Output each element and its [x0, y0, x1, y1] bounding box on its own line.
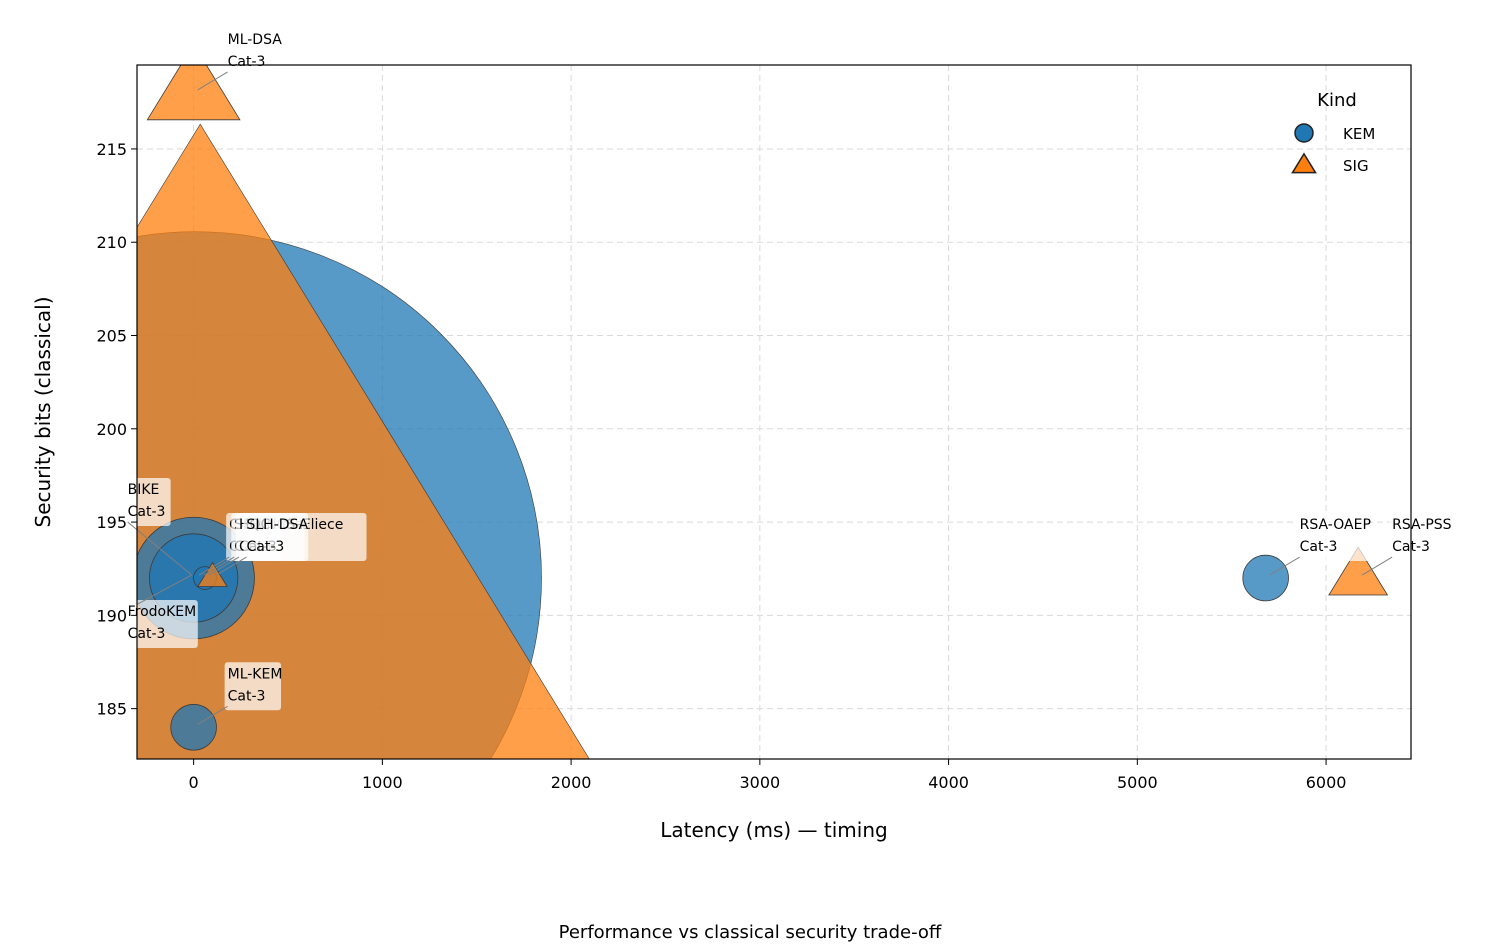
annotation-name: RSA-PSS: [1392, 517, 1452, 533]
data-point-sphincs-: [137, 123, 590, 759]
x-tick-label: 3000: [739, 773, 780, 792]
annotation-leader: [198, 556, 230, 576]
annotation-name: SLH-DSA: [246, 517, 308, 533]
annotation-leader: [197, 71, 228, 91]
y-tick-label: 200: [96, 420, 127, 439]
annotation-category: Cat-3: [128, 626, 166, 642]
legend-marker-sig: [1291, 152, 1317, 174]
x-tick-label: 2000: [551, 773, 592, 792]
plot-frame: [136, 64, 1412, 760]
marks-layer: [137, 65, 1389, 759]
annotation-name: RSA-OAEP: [1300, 517, 1371, 533]
annotation-box: [1296, 513, 1370, 562]
annotation-category: Cat-3: [1300, 539, 1338, 555]
y-tick-label: 190: [96, 606, 127, 625]
annotation-leader: [203, 556, 235, 576]
annotation-category: Cat-3: [128, 504, 166, 520]
annotation-box: [224, 27, 282, 76]
chart-caption: Performance vs classical security trade-…: [559, 922, 942, 943]
annotation-leader: [208, 556, 240, 576]
legend-title: Kind: [1317, 90, 1357, 111]
data-point-rsa-oaep: [1242, 554, 1289, 602]
legend-marker-kem: [1294, 123, 1314, 143]
x-tick-label: 5000: [1117, 773, 1158, 792]
annotation-leader: [127, 521, 192, 576]
annotation-box: [124, 478, 171, 527]
legend: Kind KEM SIG: [1291, 90, 1375, 175]
ticks-layer: 0 1000 2000 3000 4000 5000 6000 185 190 195 200 205…: [96, 140, 1346, 792]
x-axis-label: Latency (ms) — timing: [660, 818, 887, 842]
y-tick-label: 210: [96, 233, 127, 252]
annotation-name: FrodoKEM: [128, 604, 197, 620]
annotation-rsa-oaep: RSA-OAEP Cat-3: [1269, 513, 1371, 576]
data-point-ml-dsa: [146, 65, 241, 121]
annotation-box: [224, 662, 282, 711]
data-point-ml-kem: [170, 704, 217, 751]
annotation-box: [1389, 513, 1454, 562]
annotation-leader: [216, 556, 247, 576]
annotation-name: BIKE: [128, 482, 160, 498]
annotation-leader: [137, 574, 192, 605]
annotation-ml-kem: ML-KEM Cat-3: [197, 662, 283, 725]
y-axis-label: Security bits (classical): [31, 297, 55, 528]
annotation-layer: Classic McElieceCat-3SPHINCS+Cat-3ML-DSA…: [124, 27, 1454, 725]
annotation-ml-dsa: ML-DSA Cat-3: [197, 27, 283, 91]
annotation-leader: [1361, 556, 1393, 576]
annotation-category: Cat-3: [246, 539, 284, 555]
x-tick-label: 0: [189, 773, 199, 792]
y-tick-label: 215: [96, 140, 127, 159]
x-tick-label: 1000: [362, 773, 403, 792]
annotation-leader: [1269, 556, 1300, 576]
annotation-slh-dsa: SLH-DSA Cat-3: [216, 513, 309, 576]
annotation-name: ML-DSA: [228, 32, 283, 48]
y-tick-label: 185: [96, 700, 127, 719]
annotation-leader: [197, 705, 228, 725]
y-tick-label: 205: [96, 327, 127, 346]
legend-label-kem: KEM: [1343, 125, 1375, 143]
x-tick-label: 6000: [1306, 773, 1347, 792]
annotation-box: [243, 513, 309, 562]
annotation-box: [124, 600, 198, 649]
annotation-category: Cat-3: [228, 688, 266, 704]
y-tick-label: 195: [96, 513, 127, 532]
x-tick-label: 4000: [928, 773, 969, 792]
annotation-name: ML-KEM: [228, 666, 283, 682]
annotation-category: Cat-3: [228, 54, 266, 70]
legend-label-sig: SIG: [1343, 157, 1369, 175]
data-point-rsa-pss: [1328, 546, 1389, 596]
